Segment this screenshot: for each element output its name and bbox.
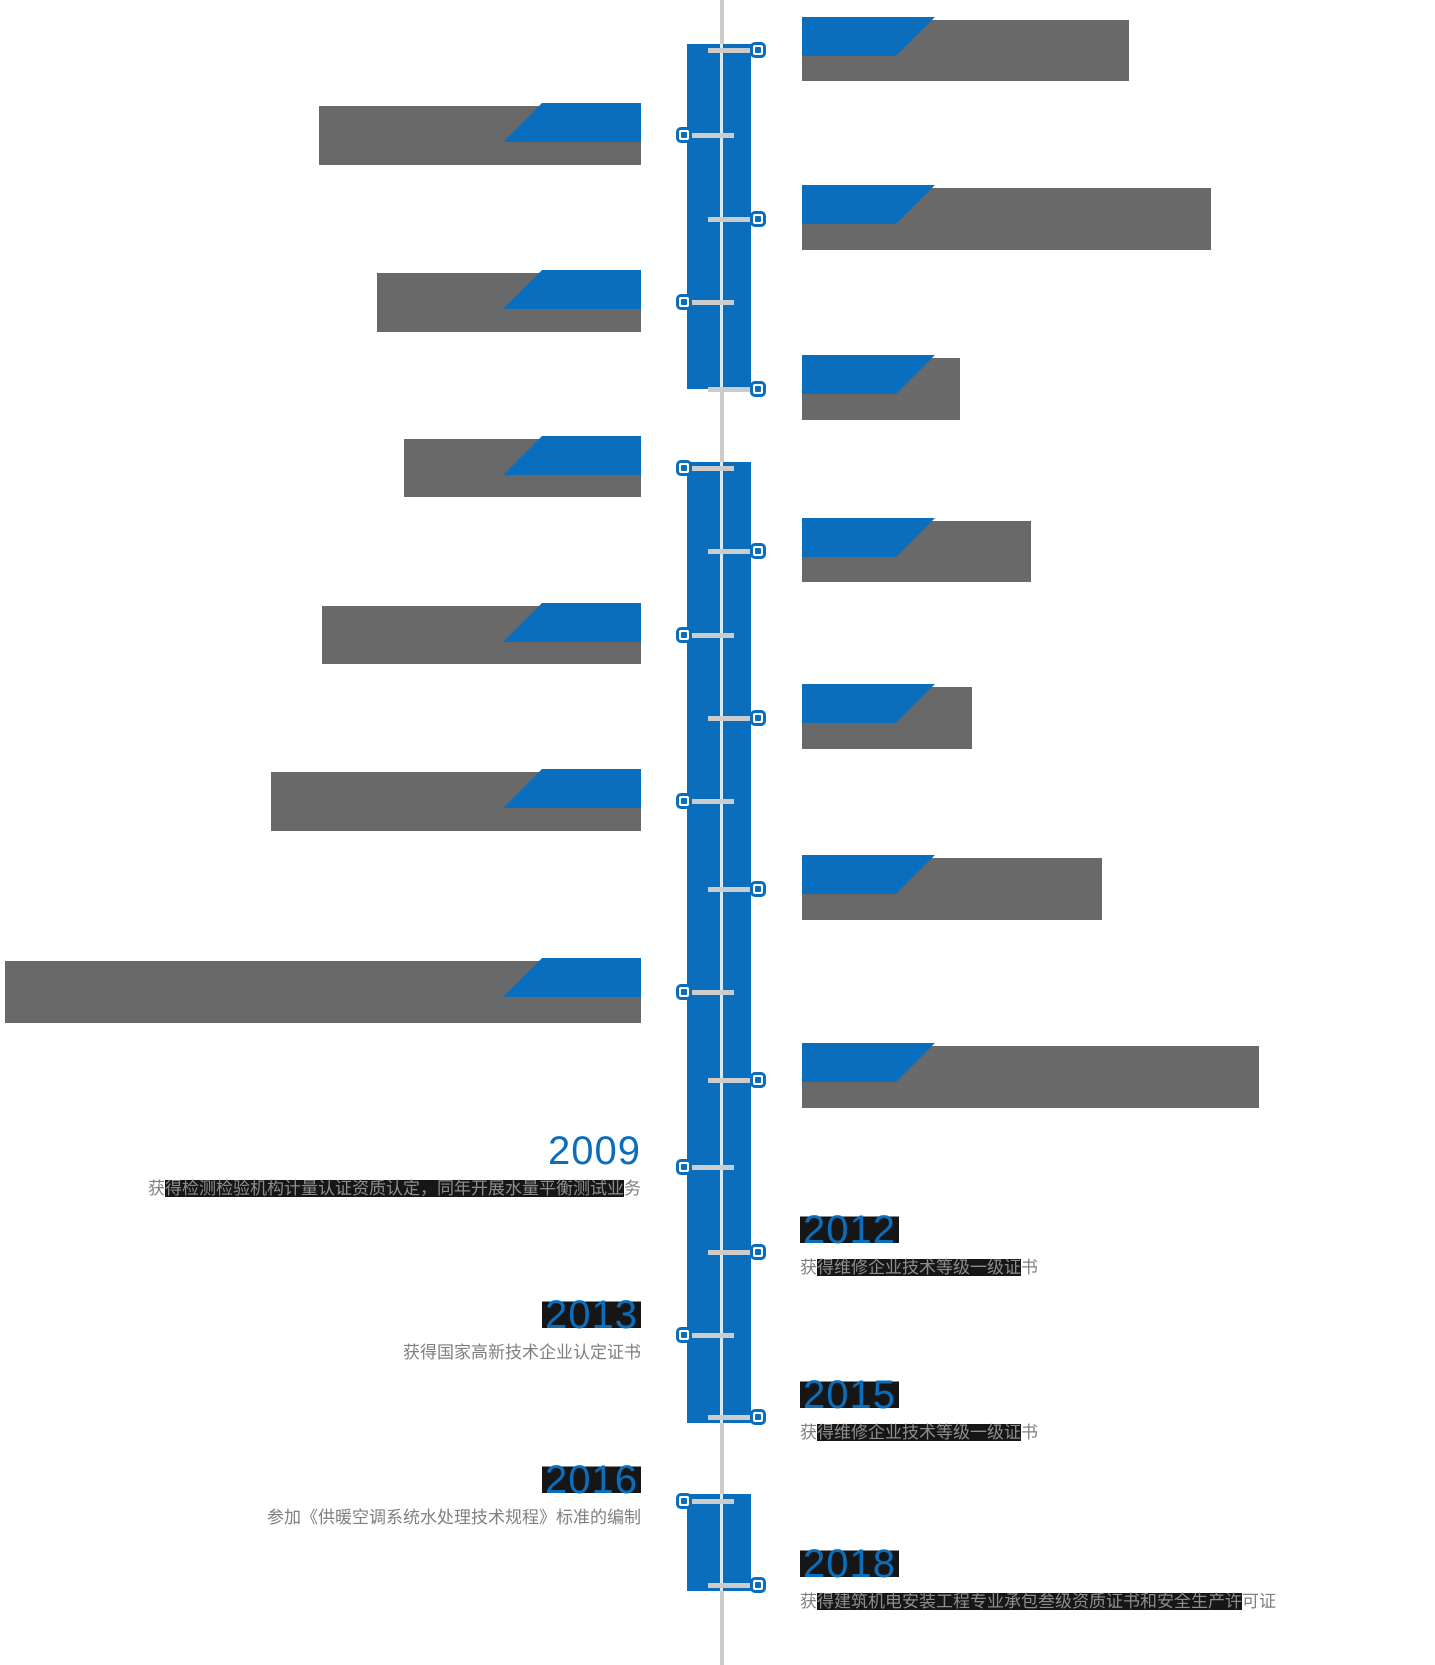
milestone-description: 获得建筑机电安装工程专业承包叁级资质证书和安全生产许可证 <box>800 1592 1276 1612</box>
timeline-tick <box>708 387 754 392</box>
node-dot-icon <box>755 548 761 554</box>
timeline-tick <box>688 1499 734 1504</box>
timeline-tick <box>688 633 734 638</box>
description-text: 可证 <box>1242 1592 1276 1611</box>
milestone-description: 获得国家高新技术企业认定证书 <box>403 1343 641 1363</box>
timeline-node-icon <box>676 793 692 809</box>
node-dot-icon <box>681 299 687 305</box>
timeline-node-icon <box>750 42 766 58</box>
milestone-year-2018: 2018 <box>800 1544 899 1584</box>
timeline-node-icon <box>676 1327 692 1343</box>
timeline-bar-segment <box>687 44 751 389</box>
description-text-redaction-box: 得检测检验机构计量认证资质认定，同年开展水量平衡测试业 <box>165 1179 624 1198</box>
node-dot-icon <box>755 47 761 53</box>
timeline-tick <box>688 1333 734 1338</box>
description-text: 参加《供暖空调系统水处理技术规程》标准的编制 <box>267 1508 641 1527</box>
timeline-tick <box>708 1078 754 1083</box>
description-text-redaction-box: 得维修企业技术等级一级证 <box>817 1258 1021 1277</box>
node-dot-icon <box>755 216 761 222</box>
description-text: 务 <box>624 1179 641 1198</box>
timeline-node-icon <box>676 984 692 1000</box>
milestone-year-2016: 2016 <box>542 1460 641 1500</box>
node-dot-icon <box>755 1582 761 1588</box>
node-dot-icon <box>681 1164 687 1170</box>
timeline-node-icon <box>750 1244 766 1260</box>
timeline-node-icon <box>750 710 766 726</box>
node-dot-icon <box>755 386 761 392</box>
timeline-tick <box>708 716 754 721</box>
milestone-description: 参加《供暖空调系统水处理技术规程》标准的编制 <box>267 1508 641 1528</box>
timeline-node-icon <box>750 881 766 897</box>
timeline-tick <box>688 799 734 804</box>
timeline-tick <box>708 48 754 53</box>
node-dot-icon <box>755 715 761 721</box>
node-dot-icon <box>755 1077 761 1083</box>
timeline-node-icon <box>676 460 692 476</box>
node-dot-icon <box>681 1332 687 1338</box>
milestone-description: 获得维修企业技术等级一级证书 <box>800 1423 1038 1443</box>
timeline-node-icon <box>750 1577 766 1593</box>
milestone-year-2015: 2015 <box>800 1375 899 1415</box>
description-text: 书 <box>1021 1258 1038 1277</box>
timeline-node-icon <box>750 1072 766 1088</box>
timeline-tick <box>708 1415 754 1420</box>
timeline-node-icon <box>676 127 692 143</box>
milestone-year-2009: 2009 <box>548 1129 641 1173</box>
node-dot-icon <box>755 1414 761 1420</box>
timeline-node-icon <box>750 381 766 397</box>
timeline-node-icon <box>750 211 766 227</box>
timeline-tick <box>688 990 734 995</box>
timeline-node-icon <box>676 1159 692 1175</box>
node-dot-icon <box>681 989 687 995</box>
node-dot-icon <box>681 132 687 138</box>
timeline-tick <box>688 133 734 138</box>
milestone-description: 获得检测检验机构计量认证资质认定，同年开展水量平衡测试业务 <box>148 1179 641 1199</box>
milestone-year-2012: 2012 <box>800 1210 899 1250</box>
description-text: 获 <box>800 1592 817 1611</box>
milestone-description: 获得维修企业技术等级一级证书 <box>800 1258 1038 1278</box>
description-text: 获 <box>148 1179 165 1198</box>
description-text: 书 <box>1021 1423 1038 1442</box>
description-text: 获 <box>800 1423 817 1442</box>
timeline-node-icon <box>750 1409 766 1425</box>
timeline-tick <box>708 887 754 892</box>
node-dot-icon <box>681 632 687 638</box>
timeline-tick <box>708 217 754 222</box>
description-text: 获 <box>800 1258 817 1277</box>
node-dot-icon <box>681 465 687 471</box>
timeline-node-icon <box>676 627 692 643</box>
timeline-node-icon <box>676 294 692 310</box>
timeline-node-icon <box>750 543 766 559</box>
description-text-redaction-box: 得维修企业技术等级一级证 <box>817 1423 1021 1442</box>
timeline-bar-segment <box>687 1494 751 1591</box>
timeline-node-icon <box>676 1493 692 1509</box>
timeline-tick <box>688 466 734 471</box>
timeline-tick <box>688 1165 734 1170</box>
timeline-tick <box>708 1250 754 1255</box>
timeline-tick <box>708 1583 754 1588</box>
milestone-year-2013: 2013 <box>542 1295 641 1335</box>
description-text-redaction-box: 得建筑机电安装工程专业承包叁级资质证书和安全生产许 <box>817 1592 1242 1611</box>
node-dot-icon <box>681 798 687 804</box>
node-dot-icon <box>755 1249 761 1255</box>
timeline-tick <box>708 549 754 554</box>
node-dot-icon <box>755 886 761 892</box>
node-dot-icon <box>681 1498 687 1504</box>
timeline-tick <box>688 300 734 305</box>
timeline-bar-segment <box>687 462 751 1423</box>
description-text: 获得国家高新技术企业认定证书 <box>403 1343 641 1362</box>
